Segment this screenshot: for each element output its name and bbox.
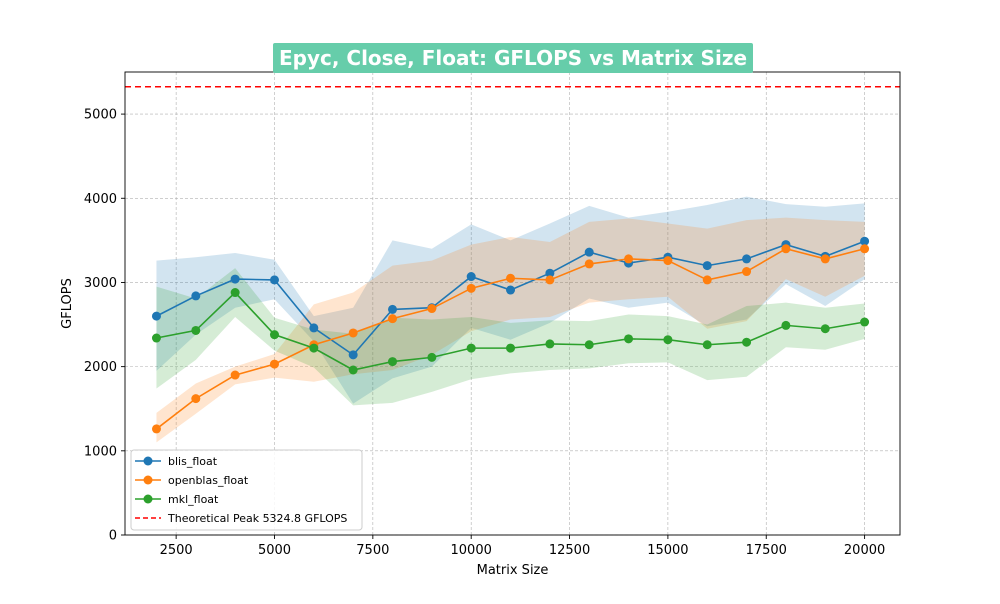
- x-axis-label: Matrix Size: [477, 563, 549, 578]
- openblas_float-point: [860, 244, 870, 254]
- blis_float-point: [230, 274, 240, 284]
- y-axis-label: GFLOPS: [60, 278, 75, 329]
- openblas_float-point: [820, 254, 830, 264]
- legend-box: [130, 449, 363, 531]
- openblas_float-point: [624, 254, 634, 264]
- x-tick-label: 7500: [356, 543, 389, 558]
- mkl_float-point: [427, 352, 437, 362]
- openblas_float-point: [466, 283, 476, 293]
- openblas_float-point: [230, 370, 240, 380]
- openblas_float-point: [151, 424, 161, 434]
- y-tick-label: 4000: [84, 192, 117, 207]
- openblas_float-point: [781, 244, 791, 254]
- legend: blis_float openblas_float mkl_float Theoret…: [130, 449, 363, 531]
- legend-label: Theoretical Peak 5324.8 GFLOPS: [167, 512, 347, 525]
- mkl_float-point: [584, 340, 594, 350]
- x-tick-label: 2500: [160, 543, 193, 558]
- blis_float-point: [584, 247, 594, 257]
- mkl_float-point: [348, 365, 358, 375]
- openblas_float-band: [156, 217, 865, 443]
- mkl_float-point: [506, 343, 516, 353]
- plot-content: [125, 85, 900, 443]
- openblas_float-point: [584, 259, 594, 269]
- openblas_float-point: [191, 394, 201, 404]
- blis_float-point: [151, 311, 161, 321]
- openblas_float-point: [506, 273, 516, 283]
- blis_float-point: [348, 350, 358, 360]
- mkl_float-point: [269, 330, 279, 340]
- mkl_float-point: [702, 340, 712, 350]
- blis_float-point: [742, 254, 752, 264]
- openblas_float-point: [742, 267, 752, 277]
- y-tick-label: 0: [109, 529, 117, 544]
- mkl_float-point: [781, 320, 791, 330]
- mkl_float-point: [624, 334, 634, 344]
- blis_float-point: [860, 236, 870, 246]
- y-tick-label: 2000: [84, 360, 117, 375]
- blis_float-point: [388, 304, 398, 314]
- y-tick-label: 1000: [84, 444, 117, 459]
- mkl_float-point: [230, 288, 240, 298]
- mkl_float-point: [663, 335, 673, 345]
- openblas_float-point: [702, 275, 712, 285]
- openblas_float-point: [427, 304, 437, 314]
- legend-marker-openblas_float: [143, 475, 153, 485]
- openblas_float-point: [269, 359, 279, 369]
- chart-title: Epyc, Close, Float: GFLOPS vs Matrix Siz…: [273, 43, 753, 73]
- x-tick-label: 20000: [844, 543, 885, 558]
- openblas_float-point: [545, 275, 555, 285]
- mkl_float-point: [860, 317, 870, 327]
- openblas_float-point: [663, 256, 673, 266]
- blis_float-point: [506, 285, 516, 295]
- openblas_float-point: [388, 314, 398, 324]
- mkl_float-point: [820, 324, 830, 334]
- mkl_float-point: [545, 339, 555, 349]
- blis_float-point: [191, 291, 201, 301]
- mkl_float-point: [191, 325, 201, 335]
- mkl_float-point: [309, 343, 319, 353]
- legend-marker-blis_float: [143, 456, 153, 466]
- blis_float-point: [309, 323, 319, 333]
- blis_float-point: [269, 275, 279, 285]
- blis_float-point: [466, 272, 476, 282]
- x-tick-label: 17500: [746, 543, 787, 558]
- y-tick-label: 3000: [84, 276, 117, 291]
- x-tick-label: 12500: [549, 543, 590, 558]
- x-tick-label: 10000: [451, 543, 492, 558]
- mkl_float-point: [742, 337, 752, 347]
- mkl_float-band: [156, 268, 865, 406]
- blis_float-band: [156, 196, 865, 404]
- legend-label: mkl_float: [168, 493, 219, 506]
- mkl_float-point: [466, 343, 476, 353]
- y-tick-label: 5000: [84, 108, 117, 123]
- mkl_float-point: [151, 333, 161, 343]
- legend-marker-mkl_float: [143, 494, 153, 504]
- legend-label: openblas_float: [168, 474, 249, 487]
- openblas_float-point: [348, 328, 358, 338]
- blis_float-point: [702, 261, 712, 271]
- blis_float-point: [545, 268, 555, 278]
- x-tick-label: 5000: [258, 543, 291, 558]
- legend-label: blis_float: [168, 455, 218, 468]
- x-tick-label: 15000: [647, 543, 688, 558]
- mkl_float-point: [388, 357, 398, 367]
